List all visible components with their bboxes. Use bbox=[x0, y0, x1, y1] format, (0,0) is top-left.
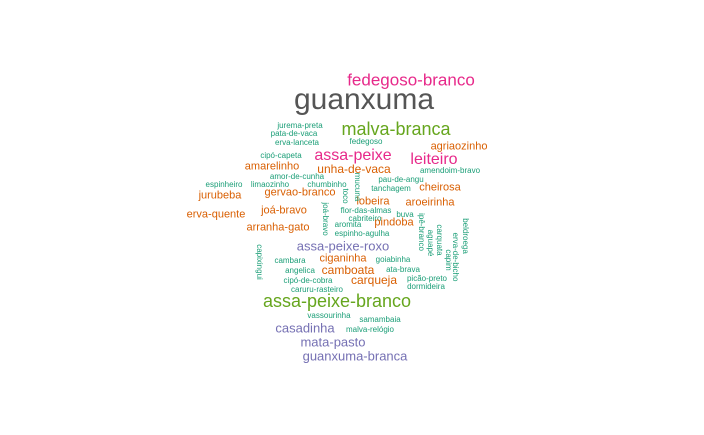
word-flor-das-almas: flor-das-almas bbox=[340, 206, 392, 215]
word-cambara: cambara bbox=[274, 256, 306, 265]
word-jurema-preta: jurema-preta bbox=[277, 121, 323, 130]
word-gervao-branco: gervao-branco bbox=[264, 186, 336, 199]
word-angelica: angelica bbox=[285, 266, 315, 275]
word-joa-bravo: joá-bravo bbox=[261, 204, 307, 217]
word-mata-pasto: mata-pasto bbox=[300, 334, 366, 350]
word-pindoba: pindoba bbox=[374, 216, 414, 229]
word-guanxuma-branca: guanxuma-branca bbox=[302, 348, 408, 364]
word-lobeira: lobeira bbox=[356, 195, 390, 208]
word-pau-de-angu: pau-de-angu bbox=[378, 175, 424, 184]
word-cheirosa: cheirosa bbox=[419, 181, 461, 194]
word-limaozinho: limaozinho bbox=[250, 180, 290, 189]
word-caruru-rasteiro: caruru-rasteiro bbox=[290, 285, 344, 294]
word-espinheiro: espinheiro bbox=[205, 180, 243, 189]
word-erva-lanceta: erva-lanceta bbox=[274, 138, 320, 147]
word-fedegoso: fedegoso bbox=[349, 137, 383, 146]
word-picao-preto: picão-preto bbox=[406, 274, 448, 283]
word-malva-branca: malva-branca bbox=[341, 119, 451, 139]
word-buva: buva bbox=[396, 210, 414, 219]
word-agriaozinho: agriaozinho bbox=[430, 140, 488, 153]
word-dormideira: dormideira bbox=[407, 282, 445, 291]
word-tanchagem: tanchagem bbox=[371, 184, 411, 193]
word-toco: toco bbox=[341, 188, 350, 204]
word-amendoim-bravo: amendoim-bravo bbox=[419, 166, 481, 175]
word-joa-bravo: joá-bravo bbox=[321, 202, 330, 236]
word-ciganinha: ciganinha bbox=[319, 252, 367, 265]
word-camboata: camboata bbox=[321, 263, 375, 277]
word-erva-de-bicho: erva-de-bicho bbox=[451, 232, 460, 282]
word-erva-quente: erva-quente bbox=[186, 208, 246, 221]
word-leiteiro: leiteiro bbox=[410, 151, 458, 168]
word-arranha-gato: arranha-gato bbox=[246, 221, 310, 234]
word-capixingui: capixingui bbox=[255, 244, 264, 280]
word-chumbinho: chumbinho bbox=[307, 180, 347, 189]
word-amor-de-cunha: amor-de-cunha bbox=[269, 172, 325, 181]
word-jurubeba: jurubeba bbox=[198, 189, 242, 202]
word-aromita: aromita bbox=[334, 220, 362, 229]
word-assa-peixe-branco: assa-peixe-branco bbox=[262, 291, 412, 311]
word-ipe-branco: ipê-branco bbox=[417, 213, 426, 251]
word-vassourinha: vassourinha bbox=[307, 311, 351, 320]
word-malva-relogio: malva-relógio bbox=[345, 325, 395, 334]
word-amarelinho: amarelinho bbox=[244, 160, 300, 173]
word-goiabinha: goiabinha bbox=[375, 255, 411, 264]
word-casadinha: casadinha bbox=[275, 320, 335, 336]
word-cipo-capeta: cipó-capeta bbox=[260, 151, 302, 160]
word-carquata: carquata bbox=[435, 224, 444, 256]
word-carqueja: carqueja bbox=[350, 273, 398, 287]
word-assa-peixe: assa-peixe bbox=[314, 147, 392, 164]
word-assa-peixe-roxo: assa-peixe-roxo bbox=[296, 238, 390, 254]
word-mucuna: mucuna bbox=[353, 172, 362, 202]
word-beldroega: beldroega bbox=[461, 218, 470, 254]
word-fedegoso-branco: fedegoso-branco bbox=[347, 70, 475, 90]
word-ata-brava: ata-brava bbox=[386, 265, 420, 274]
word-cipo-de-cobra: cipó-de-cobra bbox=[283, 276, 333, 285]
word-unha-de-vaca: unha-de-vaca bbox=[317, 162, 391, 176]
word-samambaia: samambaia bbox=[359, 315, 401, 324]
word-espinho-agulha: espinho-agulha bbox=[334, 229, 390, 238]
word-cabriteiro: cabriteiro bbox=[348, 214, 382, 223]
word-aguape: aguapé bbox=[426, 229, 435, 257]
word-aroeirinha: aroeirinha bbox=[405, 196, 455, 209]
word-pata-de-vaca: pata-de-vaca bbox=[270, 129, 318, 138]
word-guanxuma: guanxuma bbox=[293, 83, 435, 116]
